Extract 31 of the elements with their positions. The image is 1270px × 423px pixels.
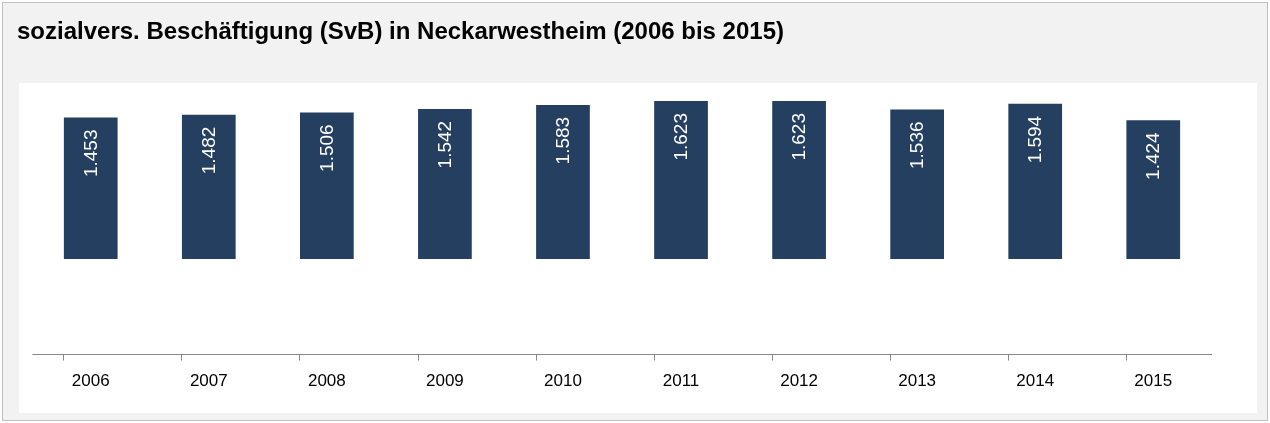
x-tick-label: 2007 — [189, 370, 228, 390]
bar — [418, 108, 472, 259]
data-label: 1.453 — [79, 129, 101, 178]
bar — [890, 109, 945, 259]
x-tick-label: 2009 — [426, 370, 464, 390]
bar — [63, 117, 118, 259]
chart-title: sozialvers. Beschäftigung (SvB) in Neckarwestheim (2006 bis 2015) — [17, 17, 784, 45]
x-tick-label: 2011 — [662, 370, 700, 390]
bar — [299, 112, 354, 259]
x-tick-label: 2008 — [307, 370, 346, 390]
data-label: 1.506 — [315, 124, 337, 172]
x-tick-label: 2010 — [544, 370, 582, 390]
bar — [181, 114, 236, 259]
data-label: 1.424 — [1142, 131, 1164, 180]
x-tick-label: 2015 — [1134, 370, 1173, 390]
x-tick-label: 2013 — [898, 370, 937, 390]
data-label: 1.482 — [197, 126, 219, 175]
data-label: 1.594 — [1024, 115, 1046, 164]
data-label: 1.536 — [906, 121, 928, 170]
data-label: 1.623 — [670, 113, 692, 161]
bar — [1008, 103, 1063, 259]
x-tick-label: 2012 — [780, 370, 818, 390]
x-tick-label: 2014 — [1016, 370, 1055, 390]
bar — [772, 101, 826, 259]
bar — [1126, 120, 1181, 259]
data-label: 1.623 — [788, 113, 810, 161]
bar — [536, 104, 590, 259]
x-tick-label: 2006 — [71, 370, 110, 390]
bar — [654, 101, 708, 259]
data-label: 1.583 — [551, 116, 573, 165]
data-label: 1.542 — [433, 120, 455, 169]
